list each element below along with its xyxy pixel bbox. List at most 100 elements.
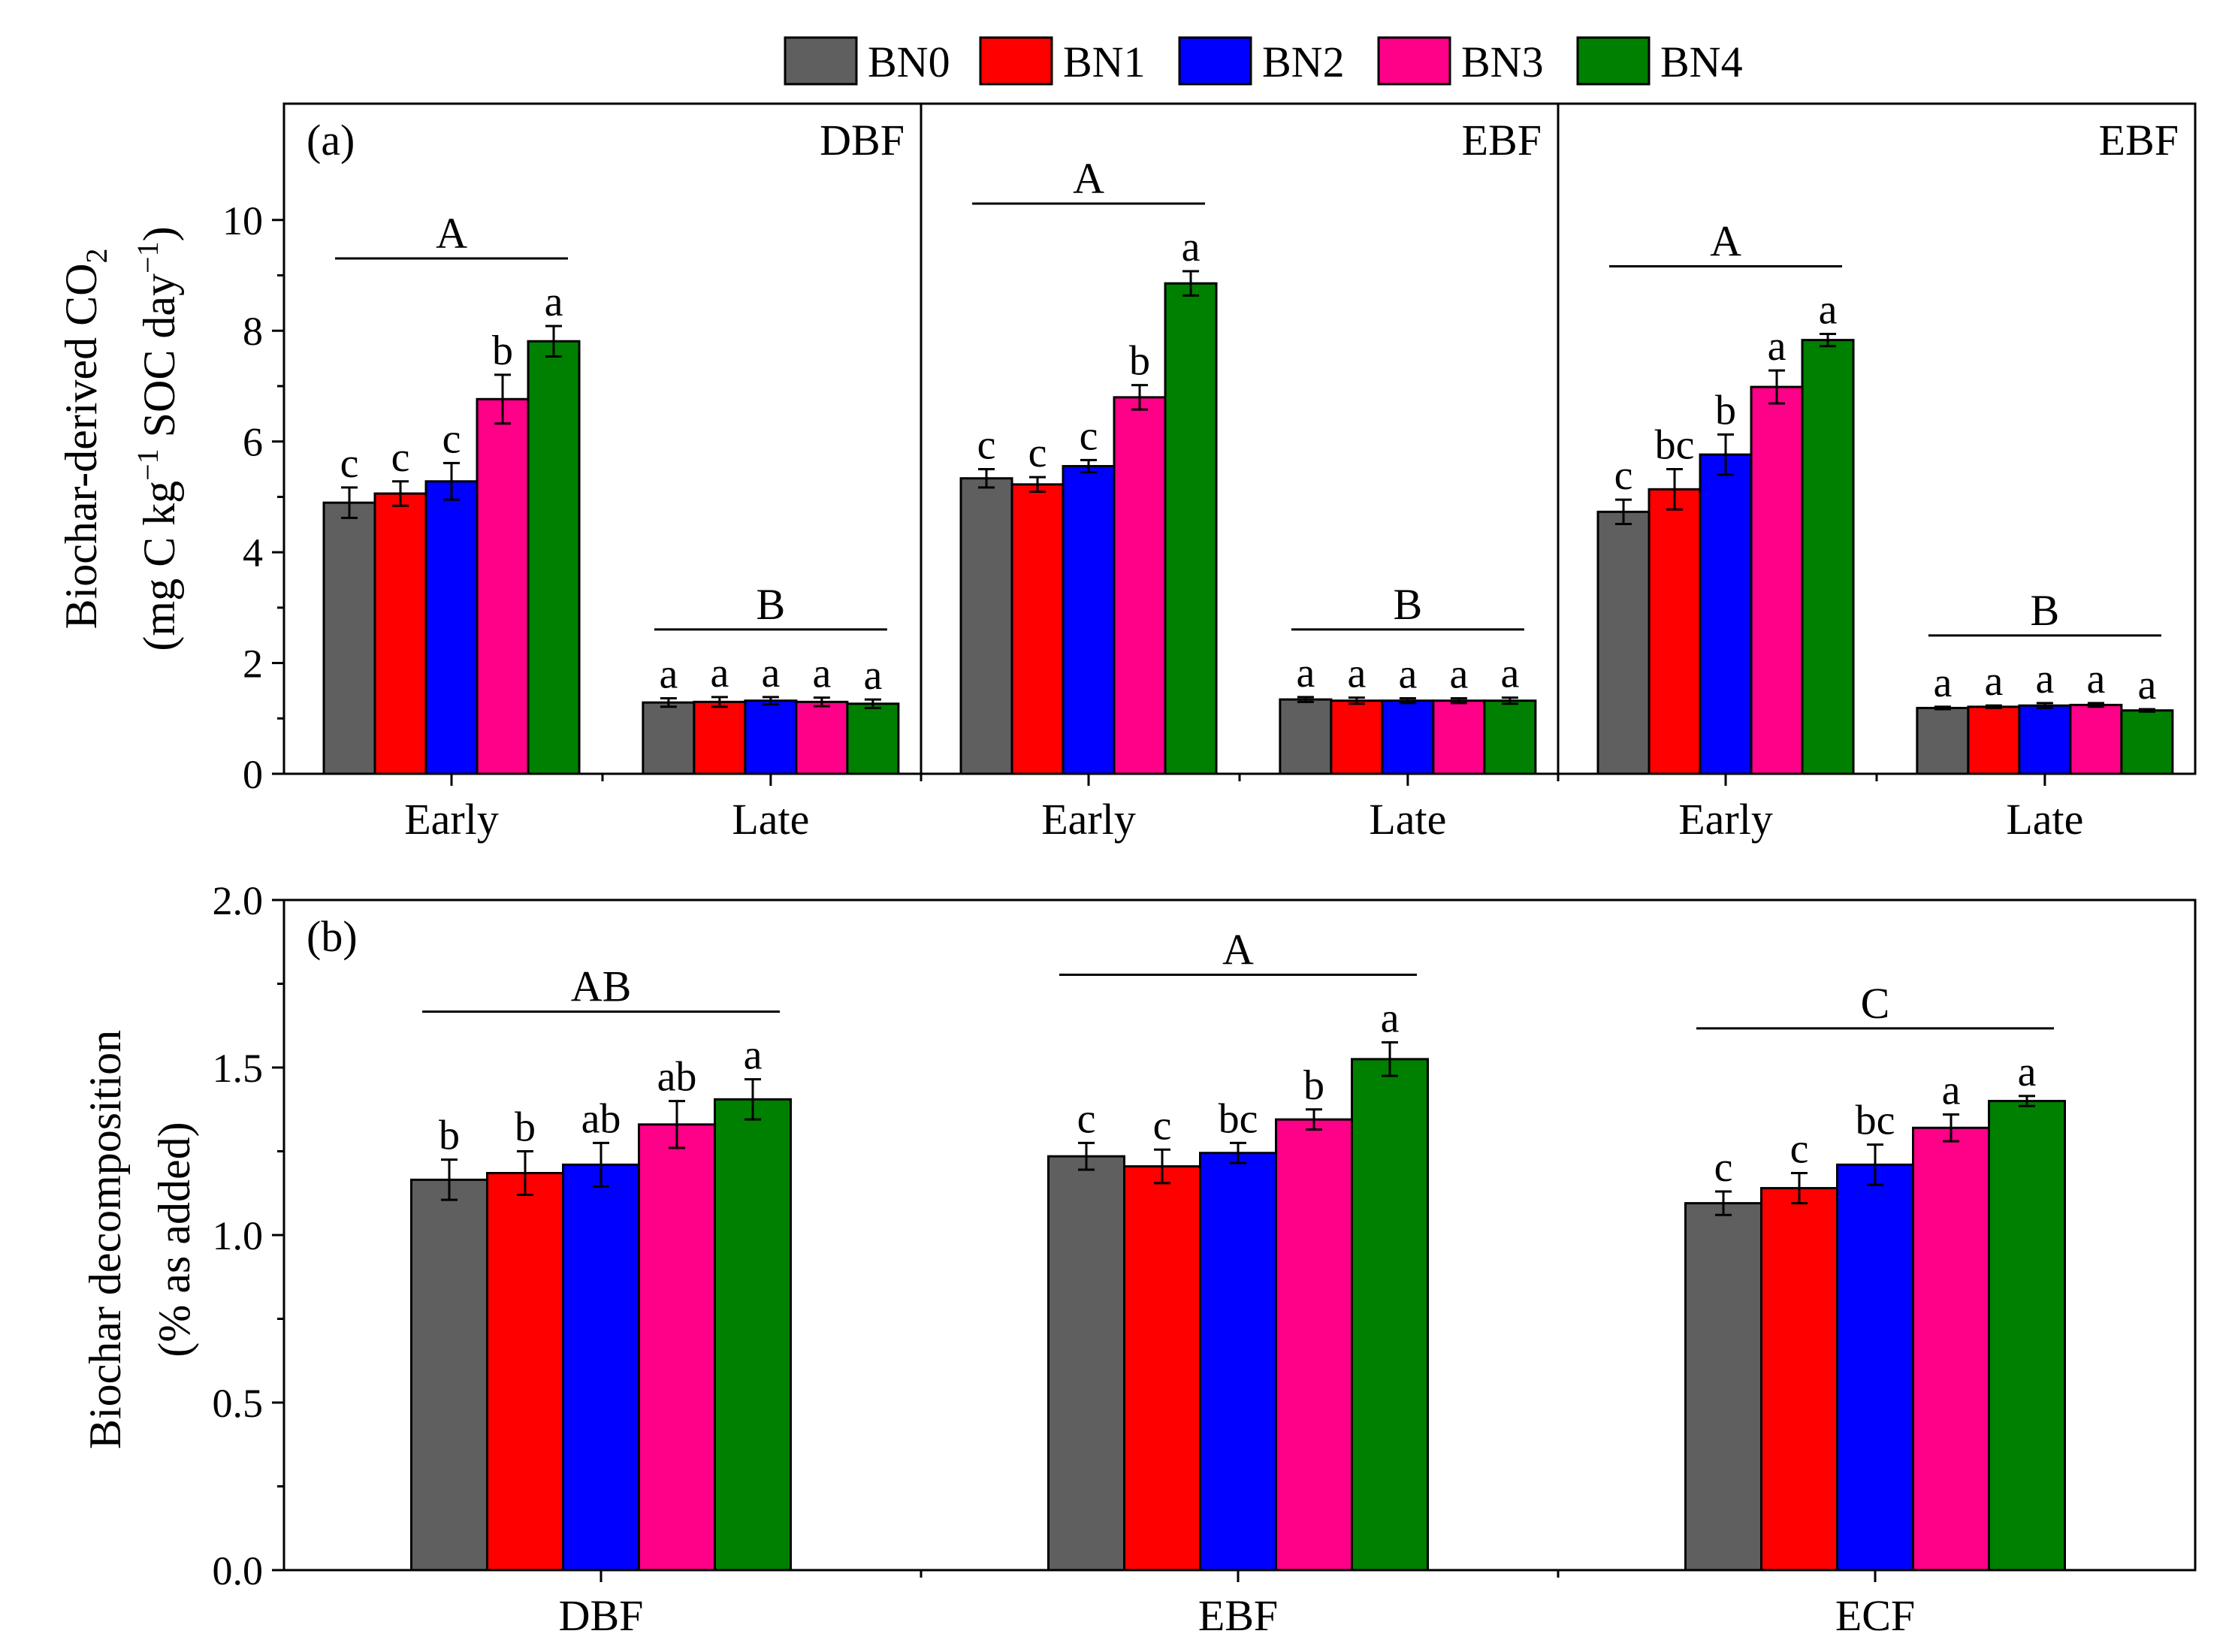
panel-a-category-label: Late bbox=[732, 795, 809, 844]
legend-swatch-bn2 bbox=[1178, 36, 1252, 86]
panel-a-errorbar bbox=[1615, 498, 1632, 526]
panel-b-errorbar bbox=[669, 1100, 685, 1149]
panel-a-sig-letter: a bbox=[1449, 651, 1468, 697]
panel-a-sig-letter: a bbox=[2086, 656, 2105, 702]
panel-a-ytick-label: 0 bbox=[243, 752, 263, 797]
panel-a-sig-letter: a bbox=[1347, 651, 1366, 697]
panel-b-bar-bn3 bbox=[638, 1123, 716, 1572]
panel-a-bar-bn2 bbox=[744, 699, 798, 775]
legend-label-bn1: BN1 bbox=[1063, 38, 1146, 86]
panel-a-sig-letter: c bbox=[442, 415, 461, 462]
panel-a-sig-letter: a bbox=[812, 651, 831, 697]
panel-a-bar-bn4 bbox=[1483, 699, 1537, 775]
panel-a-bar-bn1 bbox=[373, 492, 427, 775]
panel-a-errorbar bbox=[1182, 270, 1200, 297]
panel-a-errorbar bbox=[443, 461, 461, 501]
panel-a-sig-letter: c bbox=[1080, 412, 1098, 459]
panel-a-bar-bn1 bbox=[1648, 488, 1702, 775]
panel-a-bar-bn0 bbox=[959, 477, 1013, 775]
panel-b-bar-bn2 bbox=[1836, 1163, 1914, 1572]
panel-a-bar-bn4 bbox=[2120, 709, 2174, 775]
panel-a-ytick-label: 8 bbox=[243, 309, 263, 354]
panel-a-bar-bn1 bbox=[1010, 483, 1065, 775]
panel-b-sig-letter: a bbox=[2018, 1049, 2037, 1095]
panel-a-errorbar bbox=[392, 480, 409, 507]
legend-swatch-bn0 bbox=[784, 36, 858, 86]
panel-b-category-label: DBF bbox=[559, 1591, 644, 1640]
panel-a-group-letter: A bbox=[1710, 217, 1741, 266]
panel-a-errorbar bbox=[978, 468, 995, 489]
panel-a-errorbar bbox=[2138, 708, 2155, 713]
panel-a-group-letter: B bbox=[1394, 580, 1423, 629]
panel-a-errorbar bbox=[341, 486, 358, 519]
panel-a-ytick-label: 2 bbox=[243, 642, 263, 687]
panel-a-errorbar bbox=[1450, 696, 1467, 705]
panel-b-sig-letter: b bbox=[515, 1104, 536, 1151]
legend-swatch-bn4 bbox=[1576, 36, 1651, 86]
panel-a-sig-letter: b bbox=[492, 328, 513, 374]
panel-a-label: (a) bbox=[307, 116, 355, 165]
panel-a-errorbar bbox=[545, 325, 563, 358]
panel-a-sig-letter: a bbox=[1182, 224, 1201, 270]
panel-a-errorbar bbox=[494, 373, 512, 425]
panel-b-bar-bn0 bbox=[1684, 1202, 1762, 1572]
panel-a-bar-bn4 bbox=[527, 340, 581, 775]
panel-a-errorbar bbox=[813, 696, 830, 708]
panel-a-errorbar bbox=[1348, 696, 1365, 705]
panel-a-bar-bn4 bbox=[1801, 339, 1855, 775]
panel-b-errorbar bbox=[593, 1141, 609, 1188]
panel-b-sig-letter: b bbox=[1303, 1062, 1324, 1109]
panel-a-group-letter: A bbox=[1073, 154, 1104, 203]
panel-b-errorbar bbox=[1230, 1141, 1246, 1164]
panel-a-errorbar bbox=[1820, 333, 1837, 348]
panel-b-bar-bn0 bbox=[410, 1178, 488, 1572]
panel-a-errorbar bbox=[762, 696, 779, 706]
panel-b-bar-bn4 bbox=[1351, 1058, 1429, 1572]
panel-a-category-label: Early bbox=[404, 795, 499, 844]
panel-a-category-label: Late bbox=[2006, 795, 2083, 844]
panel-b-ytick-label: 0.5 bbox=[213, 1381, 264, 1426]
panel-a-ylabel-line2: (mg C kg−1 SOC day−1) bbox=[131, 226, 184, 651]
panel-a-bar-bn3 bbox=[1750, 385, 1804, 775]
panel-b-category-label: EBF bbox=[1198, 1591, 1278, 1640]
legend-label-bn2: BN2 bbox=[1262, 38, 1345, 86]
panel-a-bar-bn1 bbox=[693, 700, 747, 775]
panel-b-bar-bn3 bbox=[1912, 1126, 1990, 1572]
panel-b-errorbar bbox=[1154, 1148, 1170, 1185]
panel-b-errorbar bbox=[1306, 1108, 1322, 1131]
panel-a-ytick-label: 6 bbox=[243, 420, 263, 465]
panel-b-sig-letter: b bbox=[439, 1113, 460, 1159]
panel-a-errorbar bbox=[711, 696, 728, 708]
panel-a-errorbar bbox=[2087, 702, 2104, 708]
panel-a-group-letter: B bbox=[757, 580, 786, 629]
panel-b-bar-bn4 bbox=[1988, 1100, 2066, 1572]
panel-a-sig-letter: a bbox=[863, 652, 882, 699]
panel-b-sig-letter: a bbox=[744, 1032, 763, 1079]
panel-b-errorbar bbox=[744, 1078, 761, 1121]
panel-b-bar-bn3 bbox=[1275, 1118, 1353, 1572]
panel-a-errorbar bbox=[1768, 369, 1786, 405]
legend-label-bn0: BN0 bbox=[868, 38, 950, 86]
panel-b-sig-letter: c bbox=[1077, 1095, 1096, 1142]
panel-a-sig-letter: c bbox=[340, 440, 359, 487]
panel-a-sig-letter: a bbox=[1984, 658, 2003, 705]
panel-b-ytick-label: 1.5 bbox=[213, 1046, 264, 1091]
panel-a-sig-letter: c bbox=[1028, 430, 1047, 476]
panel-a-errorbar bbox=[2036, 702, 2053, 709]
panel-a-category-label: Late bbox=[1369, 795, 1446, 844]
panel-b-errorbar bbox=[1867, 1143, 1883, 1186]
panel-b-sig-letter: bc bbox=[1219, 1095, 1258, 1142]
panel-a-sig-letter: b bbox=[1715, 387, 1736, 433]
panel-a-sig-letter: a bbox=[2035, 656, 2054, 702]
panel-a-sig-letter: c bbox=[391, 434, 410, 481]
panel-a-bar-bn3 bbox=[1432, 699, 1486, 775]
panel-b-bar-bn4 bbox=[714, 1098, 792, 1572]
panel-b-sig-letter: a bbox=[1942, 1067, 1961, 1113]
panel-b-group-letter: AB bbox=[571, 962, 632, 1011]
panel-a-sig-letter: a bbox=[761, 650, 780, 696]
panel-b-group-letter: A bbox=[1222, 926, 1254, 974]
legend-label-bn4: BN4 bbox=[1660, 38, 1743, 86]
panel-a-site-label: EBF bbox=[1462, 116, 1542, 165]
panel-a-errorbar bbox=[1717, 433, 1735, 476]
